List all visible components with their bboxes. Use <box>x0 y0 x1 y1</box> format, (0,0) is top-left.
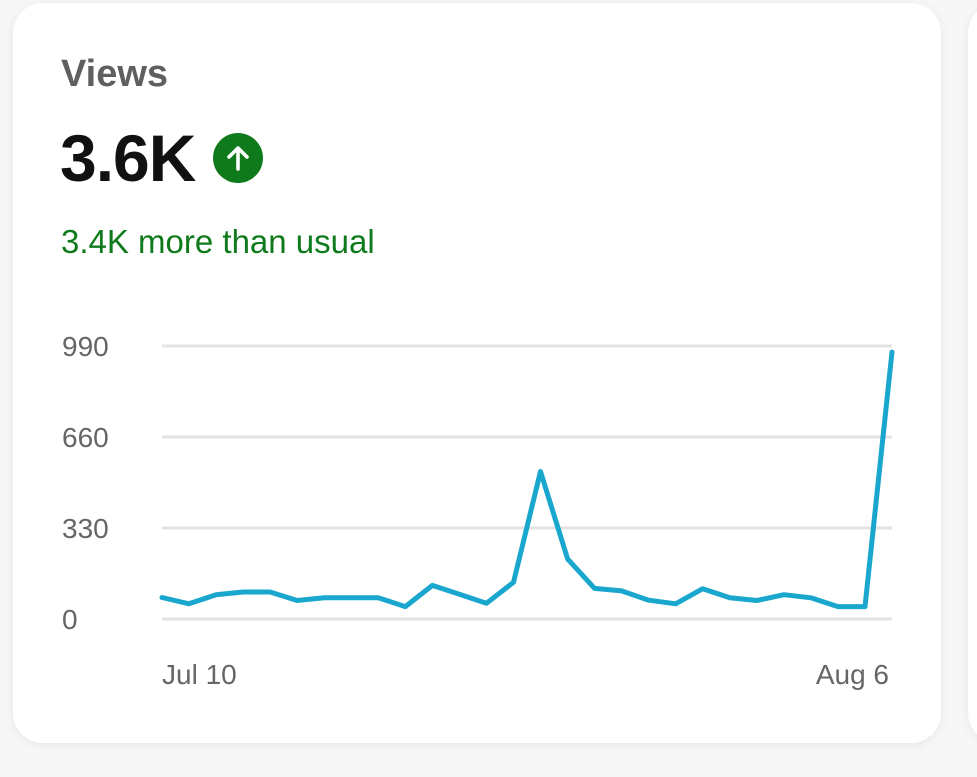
delta-text: 3.4K more than usual <box>61 223 375 260</box>
card-title: Views <box>61 53 169 95</box>
y-axis-ticks: 0 330 660 990 <box>62 331 109 635</box>
x-axis-ticks: Jul 10 Aug 6 <box>162 659 889 690</box>
x-tick-label: Aug 6 <box>816 659 889 690</box>
grid-lines <box>162 344 892 621</box>
y-tick-label: 330 <box>62 513 109 544</box>
y-tick-label: 990 <box>62 331 109 362</box>
x-tick-label: Jul 10 <box>162 659 237 690</box>
metric-value: 3.6K <box>60 121 196 195</box>
series-line <box>159 349 895 610</box>
arrow-up-icon <box>213 133 264 183</box>
next-card-edge <box>968 3 977 743</box>
y-tick-label: 0 <box>62 604 78 635</box>
y-tick-label: 660 <box>62 422 109 453</box>
metric-row: 3.6K <box>60 121 264 195</box>
